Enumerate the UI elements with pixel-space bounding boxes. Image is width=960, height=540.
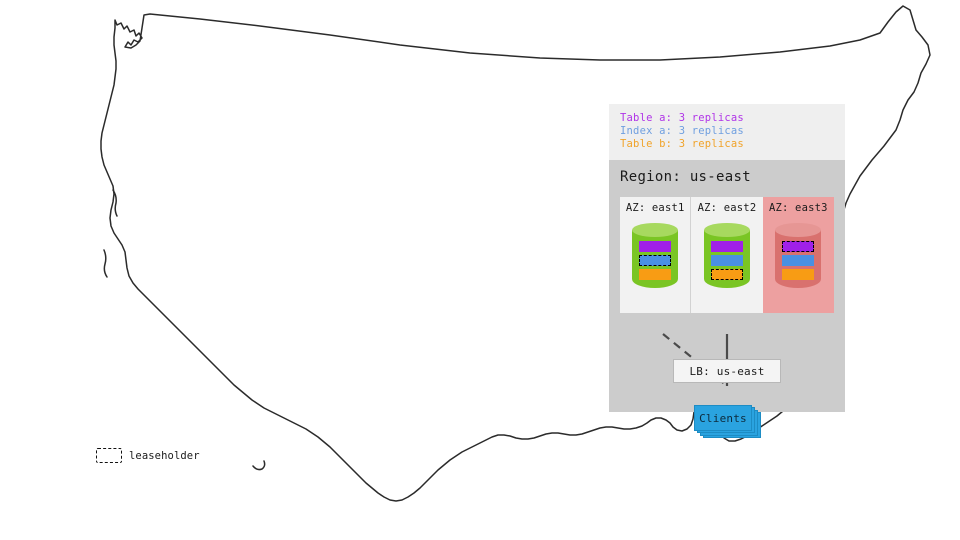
replica-band-table-a — [639, 241, 672, 252]
db-cylinder-top — [703, 223, 750, 237]
region-container: Region: us-east AZ: east1 AZ: e — [609, 160, 845, 438]
db-node-east1[interactable] — [632, 223, 679, 295]
replica-band-index-a — [639, 255, 672, 266]
load-balancer-box[interactable]: LB: us-east — [673, 359, 781, 383]
replica-legend-row-table-a: Table a: 3 replicas — [620, 112, 744, 124]
db-node-east2[interactable] — [703, 223, 750, 295]
az-label-east1: AZ: east1 — [625, 202, 685, 214]
replica-legend-row-index-a: Index a: 3 replicas — [620, 125, 744, 137]
replica-band-table-a — [782, 241, 815, 252]
replica-band-table-a — [710, 241, 743, 252]
az-label-east2: AZ: east2 — [697, 202, 757, 214]
az-box-east2[interactable]: AZ: east2 — [691, 197, 763, 313]
az-label-east3: AZ: east3 — [768, 202, 828, 214]
leaseholder-swatch-icon — [96, 448, 122, 463]
replica-band-table-b — [782, 269, 815, 280]
replica-band-index-a — [782, 255, 815, 266]
load-balancer-label: LB: us-east — [689, 364, 765, 378]
legend: leaseholder — [96, 448, 200, 463]
db-cylinder-top — [632, 223, 679, 237]
replica-band-table-b — [639, 269, 672, 280]
availability-zone-row: AZ: east1 AZ: east2 — [620, 197, 834, 313]
us-map-detail-path — [103, 189, 266, 471]
db-node-east3[interactable] — [775, 223, 822, 295]
clients-stack[interactable]: Clients — [694, 405, 764, 439]
us-east-topology-panel: Table a: 3 replicas Index a: 3 replicas … — [609, 104, 845, 438]
db-cylinder-top — [775, 223, 822, 237]
replica-legend-row-table-b: Table b: 3 replicas — [620, 138, 744, 150]
az-box-east1[interactable]: AZ: east1 — [620, 197, 692, 313]
replica-band-index-a — [710, 255, 743, 266]
clients-sheet-front[interactable]: Clients — [694, 405, 752, 431]
clients-label: Clients — [699, 411, 747, 425]
legend-label: leaseholder — [129, 449, 200, 462]
replica-band-table-b — [710, 269, 743, 280]
region-title: Region: us-east — [620, 169, 751, 185]
replica-legend: Table a: 3 replicas Index a: 3 replicas … — [609, 104, 845, 160]
az-box-east3[interactable]: AZ: east3 — [762, 197, 834, 313]
